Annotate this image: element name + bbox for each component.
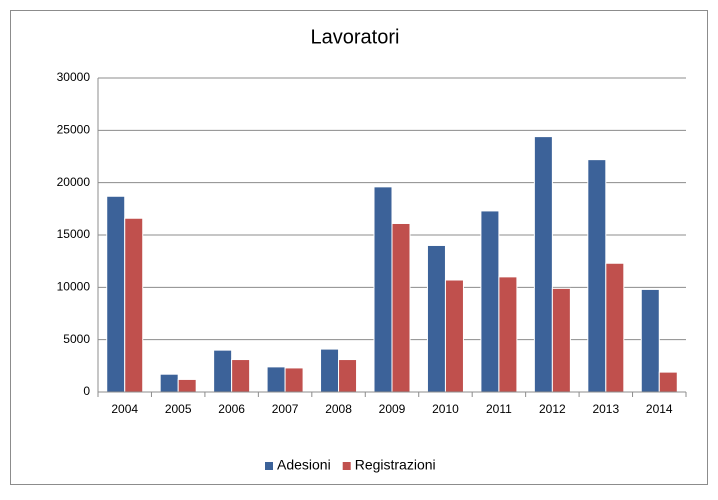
bar [373, 186, 393, 393]
bar [480, 210, 500, 393]
x-tick-label: 2005 [165, 402, 192, 416]
legend-label: Registrazioni [355, 457, 436, 473]
bar [444, 279, 464, 393]
bar [266, 366, 286, 393]
y-tick-label: 0 [83, 384, 90, 398]
y-tick-label: 25000 [57, 123, 91, 137]
bar [124, 217, 144, 393]
bar [159, 373, 179, 393]
bar [231, 359, 251, 393]
bar [498, 276, 518, 393]
x-tick-label: 2007 [272, 402, 299, 416]
chart-title: Lavoratori [311, 26, 400, 48]
legend-swatch [265, 462, 273, 470]
bar [213, 349, 233, 393]
bar [587, 159, 607, 393]
bar [426, 244, 446, 393]
x-tick-label: 2008 [325, 402, 352, 416]
x-tick-label: 2006 [218, 402, 245, 416]
bar [551, 287, 571, 393]
x-tick-label: 2010 [432, 402, 459, 416]
x-tick-label: 2012 [539, 402, 566, 416]
y-tick-label: 15000 [57, 227, 91, 241]
bar [177, 378, 197, 393]
x-tick-label: 2011 [486, 402, 512, 416]
y-tick-label: 30000 [57, 70, 91, 84]
x-tick-label: 2014 [646, 402, 673, 416]
bar [284, 367, 304, 393]
y-tick-label: 10000 [57, 280, 91, 294]
x-tick-label: 2004 [111, 402, 138, 416]
y-tick-label: 20000 [57, 175, 91, 189]
bar [320, 348, 340, 393]
bar [605, 262, 625, 393]
bar [391, 222, 411, 393]
bar [106, 195, 126, 393]
legend-swatch [342, 462, 351, 470]
x-tick-label: 2009 [379, 402, 406, 416]
bar [640, 288, 660, 393]
bar [658, 371, 678, 393]
x-tick-label: 2013 [592, 402, 619, 416]
y-tick-label: 5000 [63, 332, 90, 346]
bar [533, 136, 553, 393]
legend-label: Adesioni [277, 457, 331, 473]
bar [338, 359, 358, 393]
